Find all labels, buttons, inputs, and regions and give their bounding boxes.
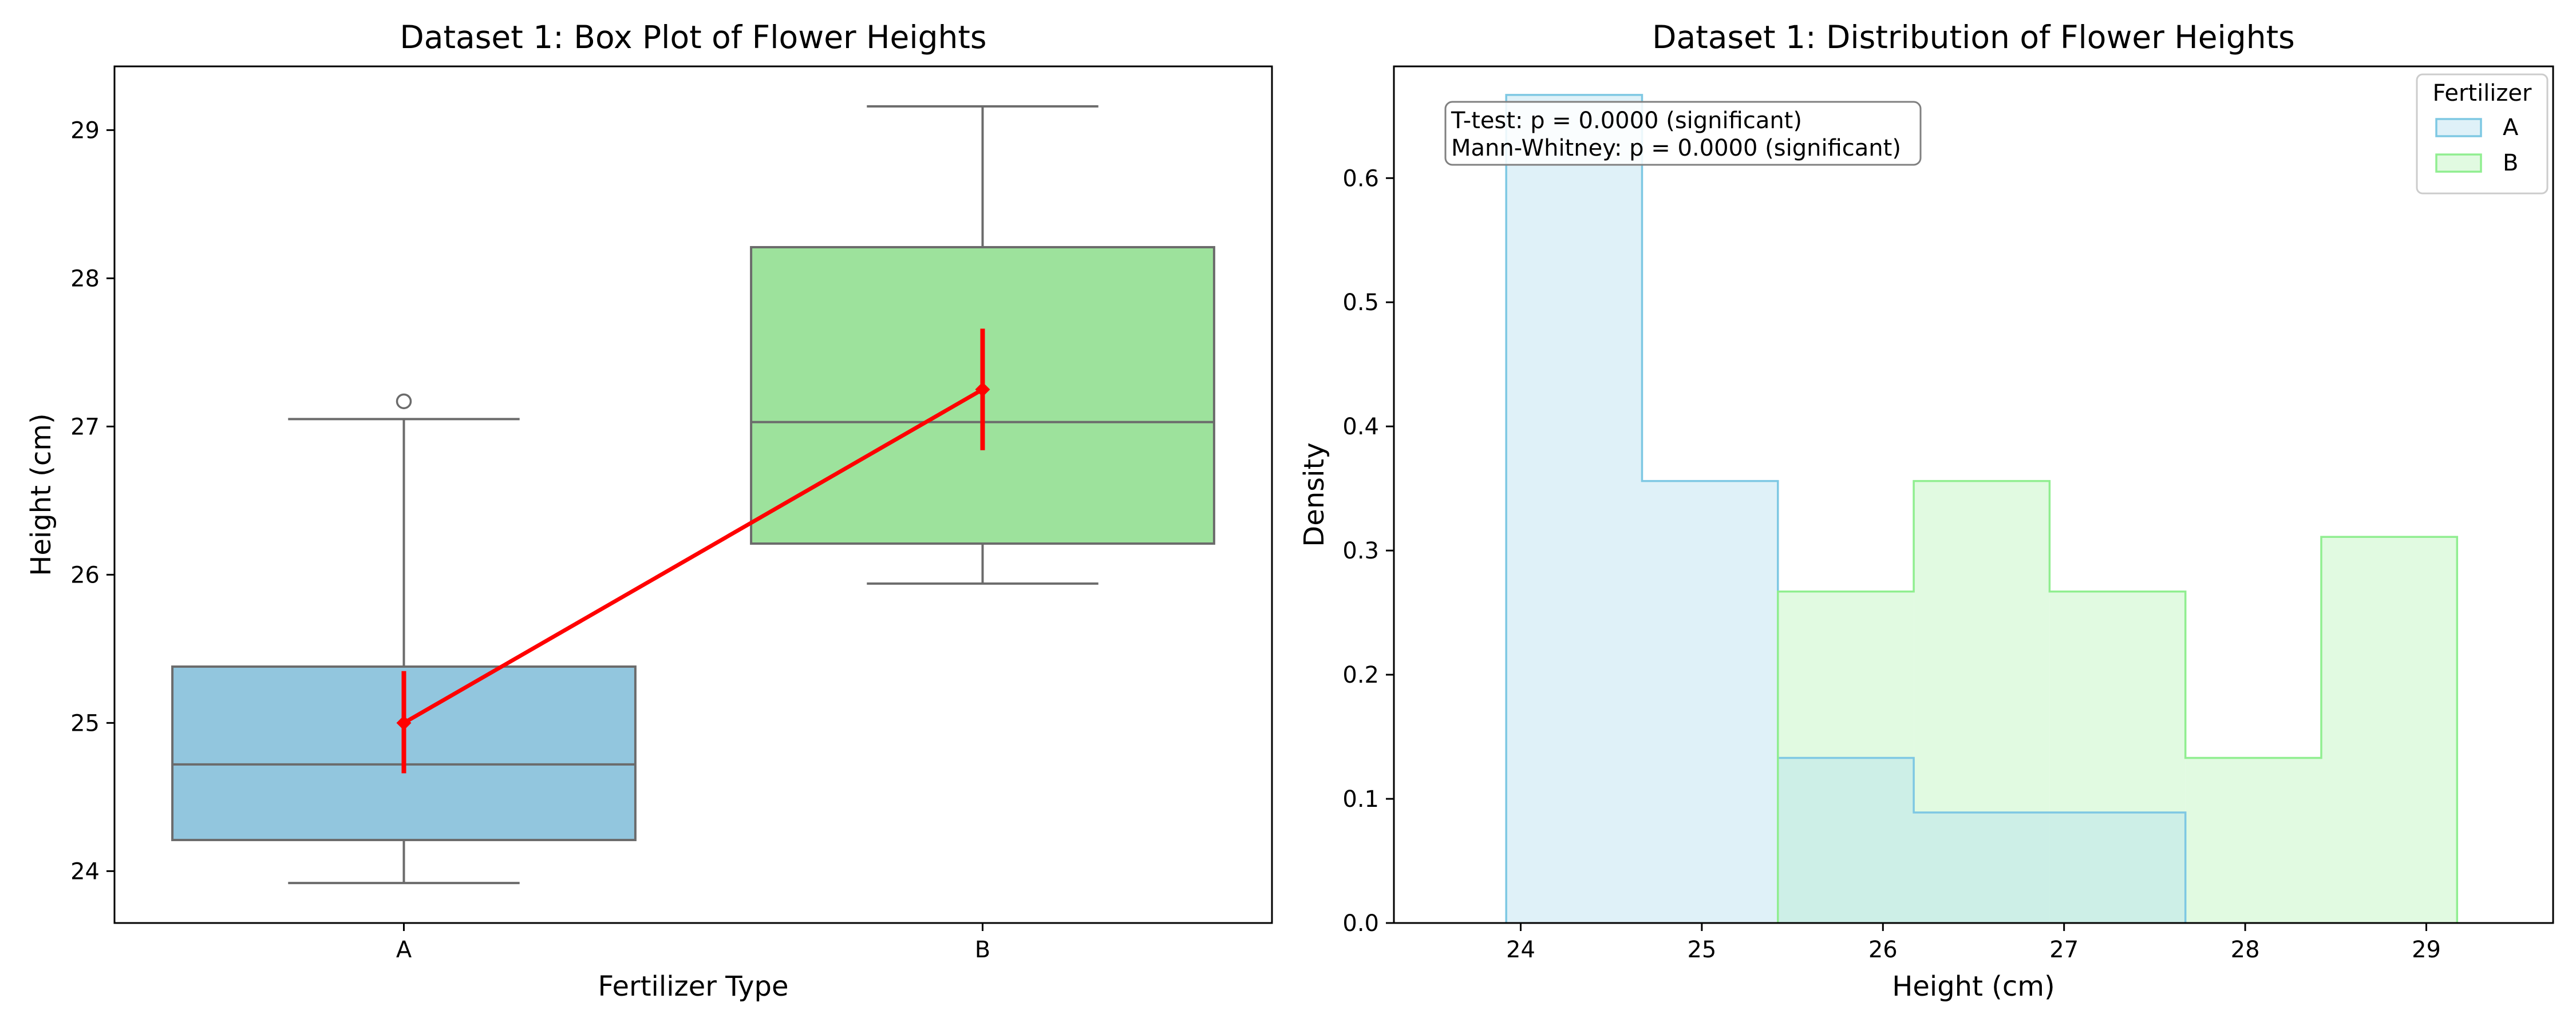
y-tick-label: 25 [70, 710, 100, 736]
legend-title: Fertilizer [2433, 80, 2532, 106]
y-tick-label: 26 [70, 562, 100, 588]
x-tick-label: B [975, 937, 990, 963]
box-plot-panel: 24 25 26 27 28 29 A B Dataset 1: Box Plot of Flo… [25, 19, 1273, 1003]
x-tick-label: 26 [1868, 937, 1898, 963]
x-tick-label: A [396, 937, 412, 963]
y-tick-label: 0.6 [1342, 165, 1379, 192]
legend-swatch-A [2435, 118, 2482, 137]
y-tick-label: 27 [70, 414, 100, 440]
hist-bar-A [1642, 481, 1778, 923]
mean-marker-B [975, 382, 990, 397]
y-tick-label: 24 [70, 858, 100, 885]
x-tick-label: 27 [2049, 937, 2079, 963]
chart-title: Dataset 1: Box Plot of Flower Heights [400, 19, 986, 56]
y-tick-label: 0.2 [1342, 662, 1379, 688]
y-tick-label: 0.4 [1342, 414, 1379, 440]
y-axis-label: Density [1298, 442, 1330, 546]
x-tick-label: 24 [1506, 937, 1535, 963]
hist-bar-B [2185, 758, 2321, 923]
plot-frame [113, 65, 1273, 924]
chart-title: Dataset 1: Distribution of Flower Height… [1652, 19, 2295, 56]
x-tick-label: 28 [2231, 937, 2260, 963]
x-tick-label: 25 [1687, 937, 1716, 963]
stats-annotation-line: T-test: p = 0.0000 (significant) [1451, 108, 1802, 134]
hist-bar-B [2321, 537, 2458, 923]
y-axis-label: Height (cm) [25, 413, 57, 576]
mean-line [402, 387, 984, 725]
legend-swatch-B [2435, 153, 2482, 173]
histogram-panel: 0.0 0.1 0.2 0.3 0.4 0.5 0.6 24 25 26 27 28 29 Dataset… [1298, 19, 2554, 1003]
x-tick-label: 29 [2412, 937, 2441, 963]
x-axis-label: Fertilizer Type [598, 970, 788, 1003]
hist-overlap-bar [2049, 812, 2186, 923]
hist-bar-A [1506, 94, 1642, 923]
outlier-point [396, 393, 412, 410]
y-tick-label: 0.1 [1342, 786, 1379, 813]
mean-marker-A [396, 715, 412, 731]
legend-label: B [2503, 150, 2518, 176]
legend-label: A [2503, 114, 2519, 141]
y-tick-label: 0.5 [1342, 290, 1379, 316]
x-axis-label: Height (cm) [1892, 970, 2055, 1003]
hist-overlap-bar [1777, 758, 1914, 923]
hist-overlap-bar [1914, 812, 2050, 923]
plot-frame [1393, 65, 2554, 924]
stats-annotation-box [1444, 101, 1922, 166]
hist-step-outline-B [1777, 480, 2459, 923]
stats-annotation-line: Mann-Whitney: p = 0.0000 (significant) [1451, 135, 1901, 161]
y-tick-label: 0.0 [1342, 910, 1379, 937]
y-tick-label: 29 [70, 117, 100, 144]
y-tick-label: 28 [70, 266, 100, 292]
y-tick-label: 0.3 [1342, 538, 1379, 564]
